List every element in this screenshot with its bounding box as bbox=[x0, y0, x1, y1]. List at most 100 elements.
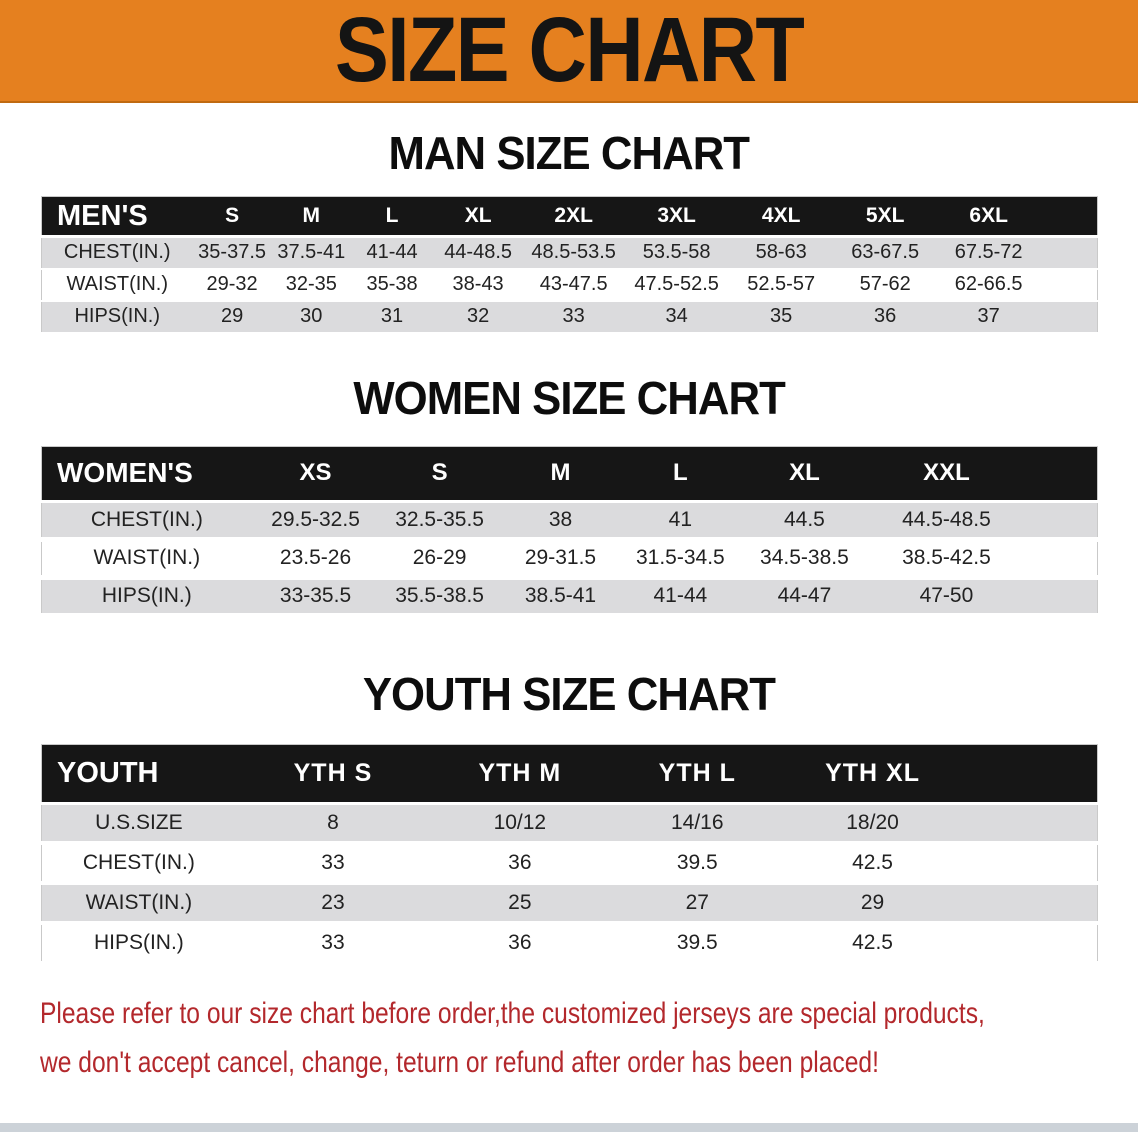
men-row-label: HIPS(IN.) bbox=[41, 300, 193, 334]
men-size-value: 38-43 bbox=[433, 268, 523, 302]
men-size-value: 63-67.5 bbox=[833, 236, 937, 270]
men-row-spacer bbox=[1040, 236, 1098, 270]
women-size-value: 44.5 bbox=[739, 501, 870, 542]
men-size-value: 29-32 bbox=[192, 268, 272, 302]
men-section-title: MAN SIZE CHART bbox=[0, 129, 1138, 177]
women-header-row: WOMEN'S XS S M L XL XXL bbox=[41, 446, 1098, 503]
youth-header-spacer bbox=[960, 744, 1098, 805]
youth-size-column-header: YTH S bbox=[235, 744, 431, 805]
men-size-column-header: L bbox=[350, 196, 434, 238]
women-row-label: WAIST(IN.) bbox=[41, 539, 252, 580]
men-size-value: 32-35 bbox=[271, 268, 351, 302]
women-size-value: 38.5-41 bbox=[499, 577, 622, 618]
youth-size-value: 36 bbox=[430, 923, 610, 965]
women-row-spacer bbox=[1023, 539, 1098, 580]
men-section-title-text: MAN SIZE CHART bbox=[388, 127, 751, 179]
men-size-value: 35-37.5 bbox=[192, 236, 272, 270]
women-size-value: 26-29 bbox=[379, 539, 500, 580]
youth-size-value: 27 bbox=[609, 883, 785, 925]
men-size-value: 57-62 bbox=[833, 268, 937, 302]
disclaimer-line-2: we don't accept cancel, change, teturn o… bbox=[40, 1046, 879, 1079]
men-measure-row: HIPS(IN.) 29 30 31 32 33 34 35 36 37 bbox=[41, 300, 1098, 334]
youth-size-table: YOUTH YTH S YTH M YTH L YTH XL U.S.SIZE 8 10/12… bbox=[41, 743, 1098, 965]
women-measure-row: HIPS(IN.) 33-35.5 35.5-38.5 38.5-41 41-44 44-… bbox=[41, 577, 1098, 618]
women-size-column-header: XS bbox=[251, 446, 380, 503]
men-row-spacer bbox=[1040, 300, 1098, 334]
womens-size-table: WOMEN'S XS S M L XL XXL CHEST(IN.) 29.5-32.5 32.5… bbox=[41, 445, 1098, 618]
men-size-column-header: 4XL bbox=[728, 196, 834, 238]
youth-row-spacer bbox=[960, 803, 1098, 845]
youth-size-value: 33 bbox=[235, 923, 431, 965]
men-size-value: 36 bbox=[833, 300, 937, 334]
youth-size-value: 14/16 bbox=[609, 803, 785, 845]
women-size-value: 44-47 bbox=[739, 577, 870, 618]
women-size-value: 47-50 bbox=[869, 577, 1024, 618]
youth-size-column-header: YTH L bbox=[609, 744, 785, 805]
men-size-column-header: 5XL bbox=[833, 196, 937, 238]
youth-row-spacer bbox=[960, 843, 1098, 885]
women-size-value: 38.5-42.5 bbox=[869, 539, 1024, 580]
youth-size-column-header: YTH XL bbox=[784, 744, 961, 805]
youth-measure-row: WAIST(IN.) 23 25 27 29 bbox=[41, 883, 1098, 925]
men-header-row: MEN'S S M L XL 2XL 3XL 4XL 5XL 6XL bbox=[41, 196, 1098, 238]
men-header-spacer bbox=[1040, 196, 1098, 238]
men-size-value: 44-48.5 bbox=[433, 236, 523, 270]
men-size-value: 37 bbox=[936, 300, 1041, 334]
youth-measure-row: CHEST(IN.) 33 36 39.5 42.5 bbox=[41, 843, 1098, 885]
women-size-value: 38 bbox=[499, 501, 622, 542]
youth-size-value: 33 bbox=[235, 843, 431, 885]
women-size-column-header: S bbox=[379, 446, 500, 503]
women-size-column-header: M bbox=[499, 446, 622, 503]
women-row-label: HIPS(IN.) bbox=[41, 577, 252, 618]
women-size-value: 41 bbox=[621, 501, 740, 542]
men-size-column-header: M bbox=[271, 196, 351, 238]
women-size-value: 29-31.5 bbox=[499, 539, 622, 580]
men-size-value: 67.5-72 bbox=[936, 236, 1041, 270]
men-size-value: 32 bbox=[433, 300, 523, 334]
men-size-column-header: S bbox=[192, 196, 272, 238]
youth-size-value: 39.5 bbox=[609, 843, 785, 885]
women-size-value: 33-35.5 bbox=[251, 577, 380, 618]
disclaimer: Please refer to our size chart before or… bbox=[40, 989, 1138, 1087]
youth-size-value: 10/12 bbox=[430, 803, 610, 845]
youth-row-label: WAIST(IN.) bbox=[41, 883, 236, 925]
women-size-value: 44.5-48.5 bbox=[869, 501, 1024, 542]
women-size-value: 23.5-26 bbox=[251, 539, 380, 580]
men-row-label: CHEST(IN.) bbox=[41, 236, 193, 270]
men-size-value: 33 bbox=[522, 300, 625, 334]
youth-section-title-text: YOUTH SIZE CHART bbox=[362, 667, 776, 720]
women-size-value: 41-44 bbox=[621, 577, 740, 618]
men-row-label: WAIST(IN.) bbox=[41, 268, 193, 302]
youth-size-value: 29 bbox=[784, 883, 961, 925]
men-size-value: 43-47.5 bbox=[522, 268, 625, 302]
men-size-value: 30 bbox=[271, 300, 351, 334]
women-row-spacer bbox=[1023, 577, 1098, 618]
mens-size-table: MEN'S S M L XL 2XL 3XL 4XL 5XL 6XL CHEST(IN.) 35-37… bbox=[41, 196, 1098, 334]
youth-size-value: 18/20 bbox=[784, 803, 961, 845]
men-size-value: 48.5-53.5 bbox=[522, 236, 625, 270]
men-size-value: 35 bbox=[728, 300, 834, 334]
youth-section-title: YOUTH SIZE CHART bbox=[0, 670, 1138, 718]
youth-size-value: 23 bbox=[235, 883, 431, 925]
men-size-value: 52.5-57 bbox=[728, 268, 834, 302]
women-size-value: 29.5-32.5 bbox=[251, 501, 380, 542]
men-size-value: 62-66.5 bbox=[936, 268, 1041, 302]
youth-size-column-header: YTH M bbox=[430, 744, 610, 805]
women-header-spacer bbox=[1023, 446, 1098, 503]
women-measure-row: WAIST(IN.) 23.5-26 26-29 29-31.5 31.5-34.5 34… bbox=[41, 539, 1098, 580]
women-size-value: 34.5-38.5 bbox=[739, 539, 870, 580]
men-size-value: 34 bbox=[624, 300, 729, 334]
men-size-column-header: 2XL bbox=[522, 196, 625, 238]
men-size-column-header: 6XL bbox=[936, 196, 1041, 238]
women-size-value: 35.5-38.5 bbox=[379, 577, 500, 618]
youth-measure-row: HIPS(IN.) 33 36 39.5 42.5 bbox=[41, 923, 1098, 965]
women-section-title: WOMEN SIZE CHART bbox=[0, 374, 1138, 422]
youth-size-value: 25 bbox=[430, 883, 610, 925]
youth-row-spacer bbox=[960, 883, 1098, 925]
youth-size-value: 36 bbox=[430, 843, 610, 885]
men-row-spacer bbox=[1040, 268, 1098, 302]
men-size-value: 41-44 bbox=[350, 236, 434, 270]
youth-row-label: HIPS(IN.) bbox=[41, 923, 236, 965]
men-measure-row: WAIST(IN.) 29-32 32-35 35-38 38-43 43-47.5 47.… bbox=[41, 268, 1098, 302]
men-size-value: 58-63 bbox=[728, 236, 834, 270]
